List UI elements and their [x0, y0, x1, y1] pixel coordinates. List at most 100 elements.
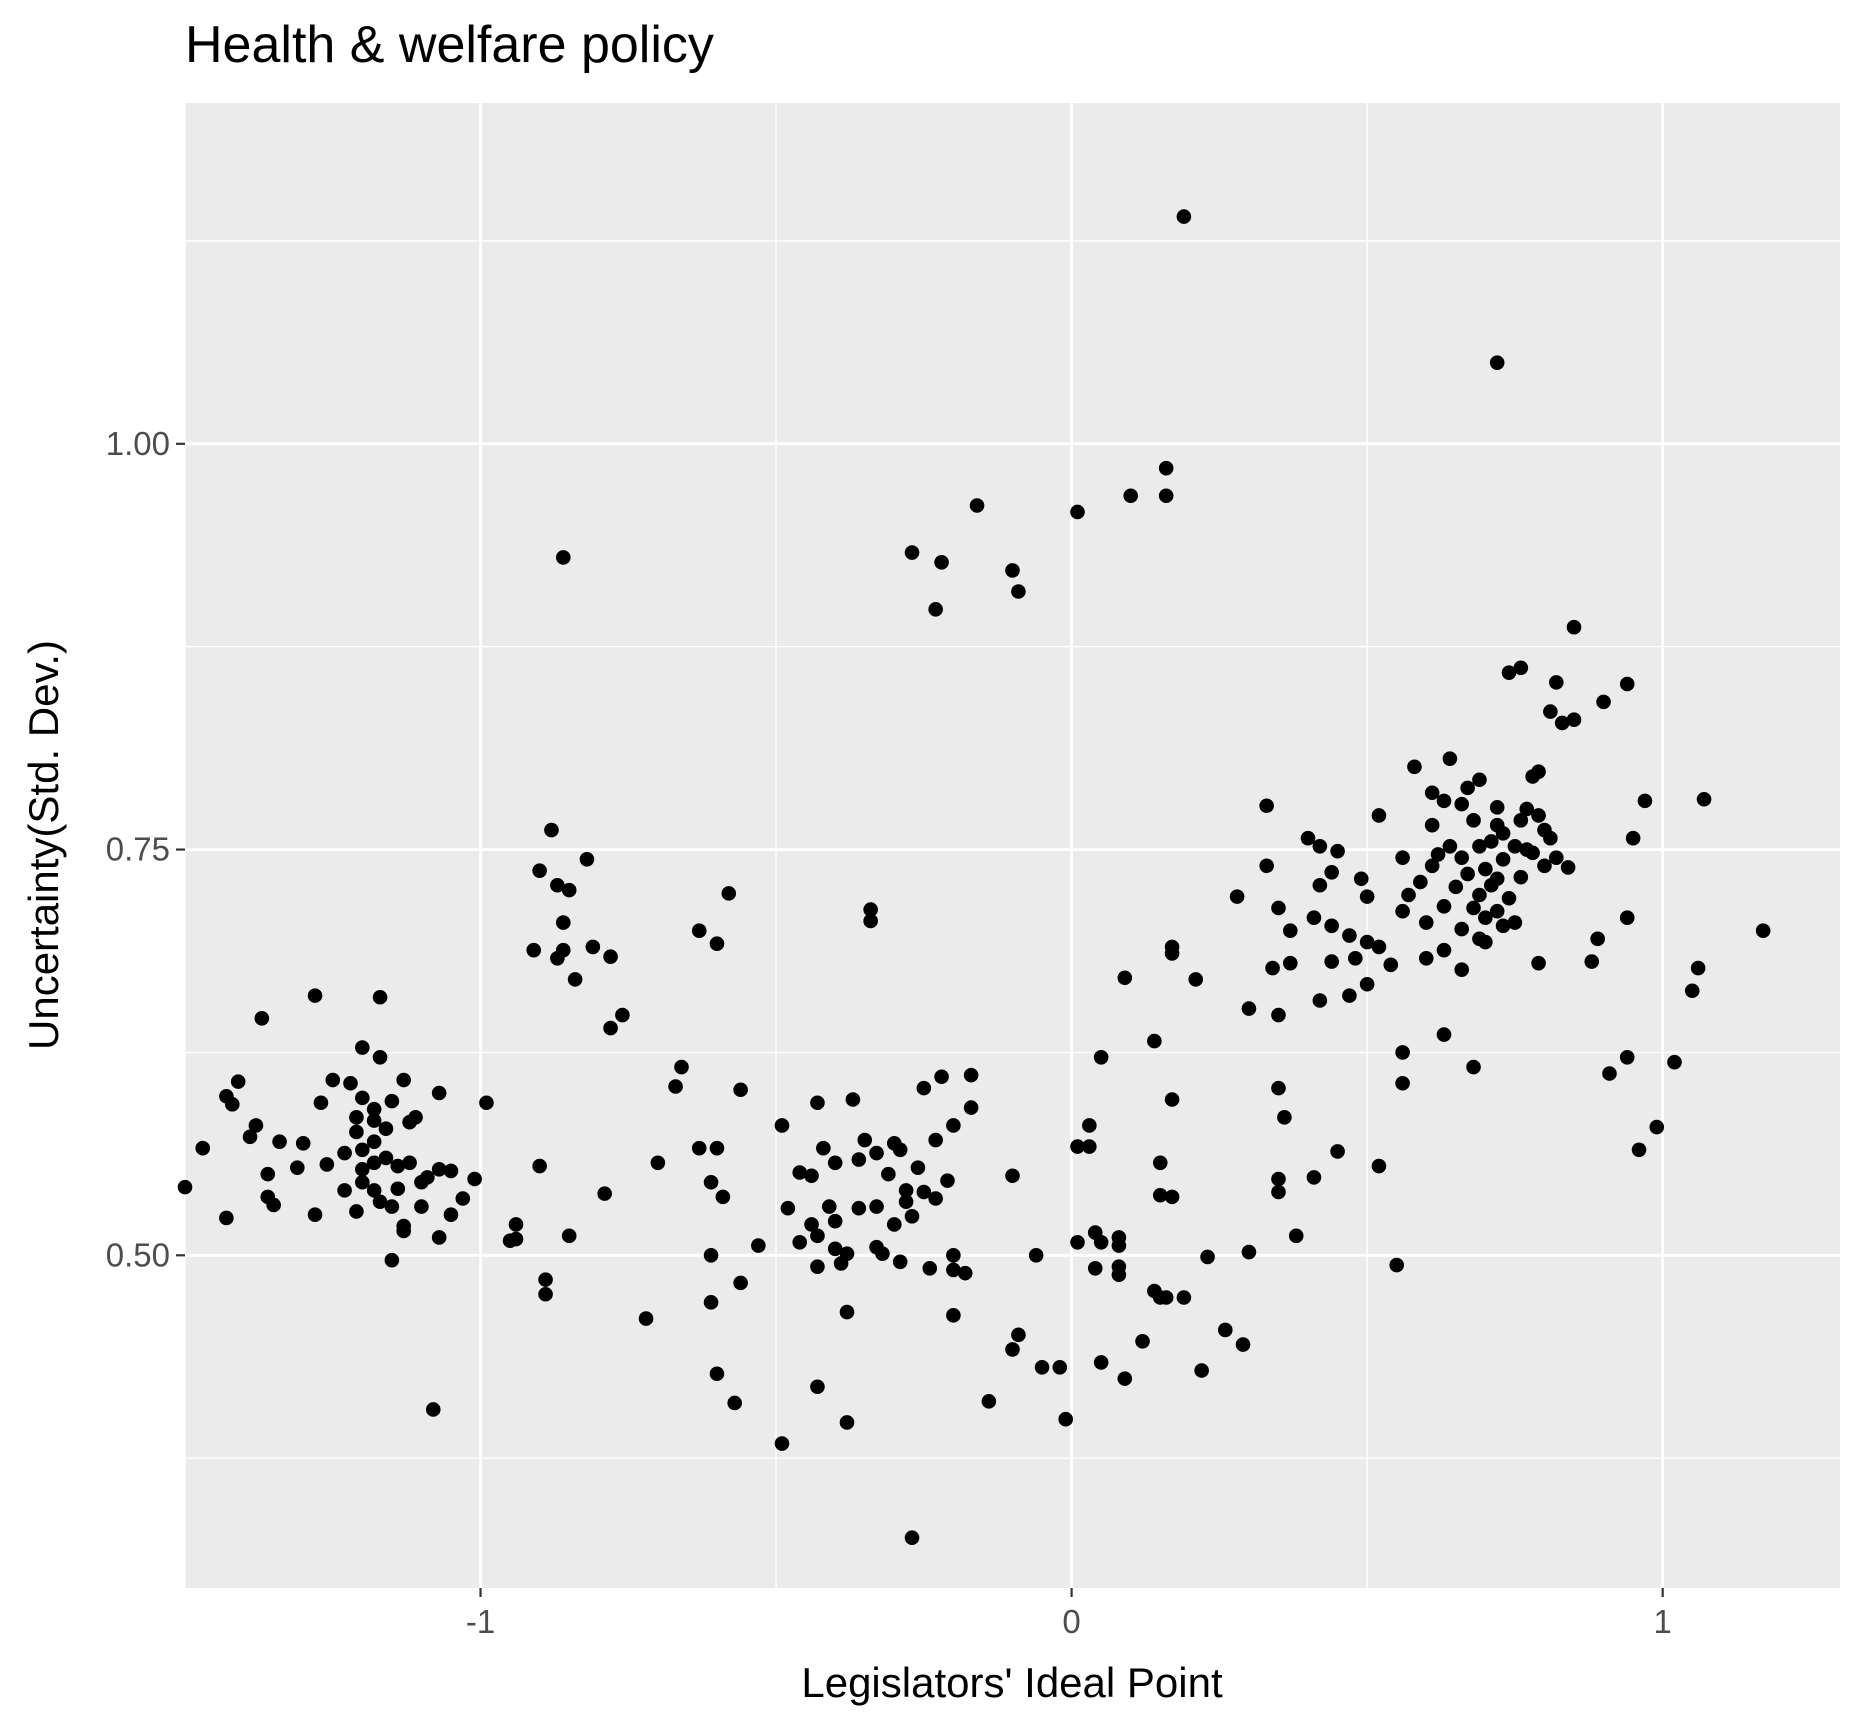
data-point — [928, 602, 943, 617]
data-point — [1602, 1066, 1617, 1081]
data-point — [443, 1163, 459, 1179]
data-point — [1489, 800, 1505, 815]
data-point — [366, 1183, 382, 1198]
data-point — [1070, 1235, 1085, 1250]
data-point — [1566, 712, 1582, 728]
data-point — [1070, 504, 1085, 520]
data-point — [810, 1259, 825, 1274]
data-point — [295, 1136, 311, 1151]
data-point — [177, 1179, 193, 1195]
data-point — [532, 863, 547, 878]
data-point — [384, 1093, 400, 1109]
y-axis-title: Uncertainty(Std. Dev.) — [20, 640, 67, 1050]
data-point — [1005, 1168, 1020, 1184]
data-point — [1359, 889, 1375, 904]
data-point — [727, 1395, 742, 1411]
data-point — [1596, 694, 1611, 710]
data-point — [845, 1092, 861, 1107]
data-point — [904, 1530, 920, 1545]
data-point — [1123, 488, 1139, 504]
data-point — [963, 1067, 979, 1083]
data-point — [1348, 950, 1363, 966]
data-point — [751, 1238, 766, 1253]
data-point — [810, 1095, 825, 1111]
data-point — [1058, 1411, 1073, 1427]
data-point — [603, 949, 618, 964]
data-point — [875, 1246, 890, 1261]
data-point — [1548, 675, 1564, 690]
data-point — [1690, 960, 1706, 976]
data-point — [1424, 785, 1440, 801]
data-point — [337, 1145, 352, 1161]
data-point — [827, 1213, 843, 1229]
data-point — [1194, 1363, 1209, 1378]
data-point — [224, 1097, 240, 1112]
data-points — [177, 209, 1771, 1545]
data-point — [544, 822, 559, 838]
data-point — [366, 1101, 382, 1117]
data-point — [1395, 1045, 1410, 1060]
data-point — [1466, 813, 1481, 828]
data-point — [863, 913, 878, 929]
data-point — [1543, 704, 1558, 719]
data-point — [414, 1174, 429, 1190]
data-point — [1436, 793, 1452, 809]
data-point — [1531, 808, 1546, 823]
data-point — [1152, 1290, 1168, 1305]
data-point — [266, 1197, 281, 1213]
data-point — [555, 550, 571, 565]
data-point — [1637, 793, 1653, 809]
data-point — [904, 545, 920, 560]
data-point — [532, 1158, 547, 1174]
data-point — [1176, 209, 1192, 224]
data-point — [1342, 988, 1357, 1003]
data-point — [869, 1145, 884, 1161]
data-point — [1590, 931, 1605, 947]
data-point — [821, 1199, 837, 1214]
data-point — [928, 1191, 943, 1206]
data-point — [248, 1118, 264, 1133]
data-point — [1259, 798, 1274, 814]
data-point — [969, 498, 985, 513]
data-point — [1093, 1235, 1109, 1250]
data-point — [863, 902, 878, 917]
data-point — [733, 1275, 748, 1291]
data-point — [1466, 900, 1481, 916]
data-point — [1495, 851, 1511, 867]
data-point — [892, 1254, 908, 1270]
data-point — [555, 915, 571, 930]
data-point — [1229, 889, 1245, 904]
data-point — [691, 923, 707, 939]
data-point — [1330, 843, 1345, 859]
data-point — [1696, 791, 1712, 807]
data-point — [1531, 955, 1546, 971]
data-point — [638, 1311, 654, 1326]
data-point — [934, 554, 949, 570]
data-point — [1300, 830, 1316, 846]
data-point — [1259, 858, 1274, 874]
data-point — [1619, 910, 1635, 926]
data-point — [810, 1379, 825, 1395]
data-point — [1158, 488, 1174, 504]
data-point — [561, 882, 577, 898]
data-point — [355, 1040, 370, 1055]
data-point — [1082, 1139, 1097, 1154]
data-point — [349, 1204, 364, 1219]
data-point — [1424, 858, 1440, 874]
data-point — [1371, 808, 1387, 823]
data-point — [892, 1142, 908, 1158]
data-point — [1283, 923, 1298, 939]
data-point — [378, 1121, 394, 1137]
data-point — [1649, 1119, 1665, 1135]
data-point — [804, 1168, 819, 1184]
data-point — [1011, 1327, 1026, 1343]
data-point — [307, 1207, 323, 1223]
data-point — [674, 1059, 689, 1075]
data-point — [561, 1228, 577, 1244]
data-point — [709, 936, 725, 951]
data-point — [372, 1049, 388, 1065]
data-point — [1454, 921, 1470, 937]
data-point — [1235, 1337, 1251, 1352]
data-point — [1324, 918, 1339, 934]
